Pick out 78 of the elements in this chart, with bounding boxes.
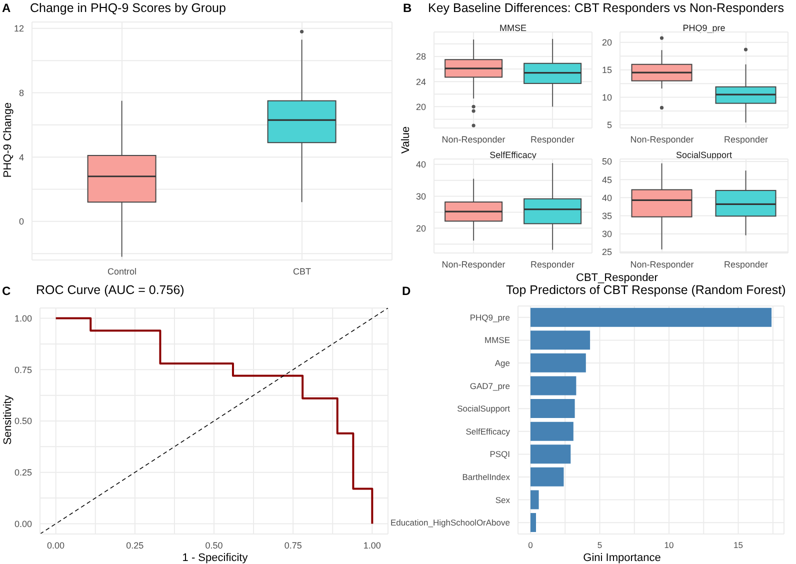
chart-title: Change in PHQ-9 Scores by Group <box>30 1 226 15</box>
bar <box>530 399 575 418</box>
x-tick-label: 0.25 <box>126 540 144 550</box>
x-tick-label: 0 <box>528 540 534 550</box>
bar <box>530 467 564 486</box>
chart-title: ROC Curve (AUC = 0.756) <box>36 283 184 297</box>
y-tick-label: 40 <box>602 192 612 203</box>
y-axis-title: PHQ-9 Change <box>2 102 14 178</box>
chart-subtitle: SocialSupport <box>676 150 732 160</box>
y-tick-label: 20 <box>416 102 426 112</box>
x-tick-label: Responder <box>724 259 768 270</box>
y-tick-label: GAD7_pre <box>470 380 510 391</box>
y-tick-label: MMSE <box>484 335 510 346</box>
x-axis-title: Gini Importance <box>583 552 661 564</box>
x-tick-label: 1.00 <box>363 540 381 550</box>
text: D <box>402 284 411 298</box>
x-tick-label: Non-Responder <box>442 259 506 270</box>
y-tick-label: 25 <box>602 247 612 258</box>
y-tick-label: Age <box>494 358 510 368</box>
y-tick-label: 30 <box>602 229 612 240</box>
text: B <box>403 1 412 15</box>
bar <box>530 490 539 510</box>
x-tick-label: Non-Responder <box>630 134 694 144</box>
y-tick-label: 45 <box>602 174 612 185</box>
text: C <box>2 284 11 298</box>
x-tick-label: Non-Responder <box>630 259 694 270</box>
y-tick-label: 30 <box>416 191 426 202</box>
bar <box>530 513 536 532</box>
x-tick-label: 0.00 <box>47 540 65 550</box>
y-axis-title: Value <box>400 126 412 154</box>
bar <box>530 376 576 396</box>
x-tick-label: 10 <box>664 540 674 550</box>
bar <box>530 308 772 327</box>
y-tick-label: 8 <box>18 88 24 98</box>
y-tick-label: 28 <box>416 52 426 62</box>
y-tick-label: PSQI <box>490 449 510 460</box>
bar <box>530 444 571 464</box>
x-axis-title: CBT_Responder <box>576 272 658 284</box>
y-tick-label: Sex <box>495 494 511 505</box>
y-tick-label: 0.25 <box>14 468 32 478</box>
y-axis-title: Sensitivity <box>2 395 14 445</box>
y-tick-label: 0 <box>18 216 24 227</box>
y-tick-label: 10 <box>602 92 612 102</box>
bar <box>530 330 590 350</box>
y-tick-label: 0.75 <box>14 364 32 375</box>
y-tick-label: SocialSupport <box>457 404 511 414</box>
x-tick-label: Responder <box>530 259 575 270</box>
y-tick-label: 40 <box>416 160 426 170</box>
x-tick-label: Responder <box>724 134 768 144</box>
y-tick-label: PHQ9_pre <box>470 312 510 322</box>
y-tick-label: 15 <box>602 65 612 76</box>
y-tick-label: 20 <box>602 38 612 48</box>
x-tick-label: CBT <box>293 266 312 276</box>
y-tick-label: 0.50 <box>14 416 32 426</box>
y-tick-label: BarthelIndex <box>462 472 511 482</box>
x-tick-label: Control <box>107 266 137 276</box>
y-tick-label: 12 <box>14 24 24 34</box>
y-tick-label: 1.00 <box>14 313 32 324</box>
y-tick-label: 20 <box>416 223 426 234</box>
x-tick-label: 0.50 <box>205 540 223 550</box>
y-tick-label: 35 <box>602 210 612 221</box>
x-tick-label: 0.75 <box>284 540 302 550</box>
bar <box>530 422 574 441</box>
y-tick-label: Education_HighSchoolOrAbove <box>390 518 510 528</box>
y-tick-label: 24 <box>416 76 426 87</box>
chart-title: Top Predictors of CBT Response (Random Forest) <box>506 283 786 297</box>
text: A <box>2 1 11 15</box>
x-tick-label: Responder <box>530 134 575 144</box>
x-tick-label: Non-Responder <box>442 134 506 144</box>
x-axis-title: 1 - Specificity <box>182 552 248 564</box>
y-tick-label: 0.00 <box>14 518 32 529</box>
chart-title: Key Baseline Differences: CBT Responders vs Non-Responders <box>428 1 784 15</box>
y-tick-label: 5 <box>606 120 612 130</box>
y-tick-label: 4 <box>18 152 24 162</box>
y-tick-label: SelfEfficacy <box>466 426 511 436</box>
x-tick-label: 15 <box>734 540 744 550</box>
bar <box>530 353 586 372</box>
y-tick-label: 50 <box>602 156 612 167</box>
